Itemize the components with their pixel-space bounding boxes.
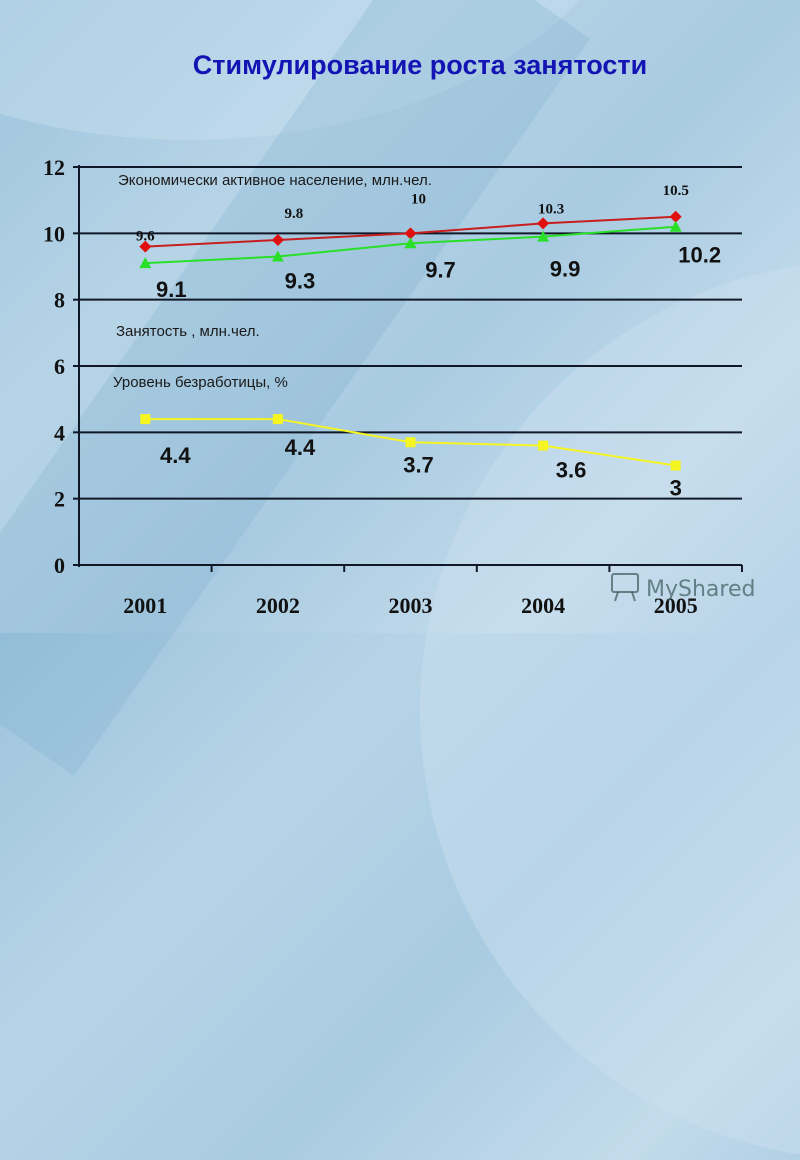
y-tick-label: 0 [54,553,65,578]
x-tick-label: 2002 [256,593,300,618]
y-tick-label: 6 [54,354,65,379]
square-marker [140,414,151,425]
data-label: 9.8 [285,206,304,222]
y-tick-label: 4 [54,420,65,445]
triangle-marker [537,230,550,242]
diamond-marker [139,240,152,253]
data-label: 4.4 [160,443,191,468]
x-tick-label: 2003 [389,593,433,618]
series-active: 9.6 9.8 10 10.3 10.5 [136,183,689,253]
y-tick-label: 8 [54,288,65,313]
y-tick-label: 2 [54,487,65,512]
square-marker [405,437,416,448]
data-label: 9.6 [136,229,155,245]
presentation-icon [611,573,639,593]
data-label: 4.4 [285,435,316,460]
chart-title: Стимулирование роста занятости [192,50,648,80]
series-label-active: Экономически активное население, млн.чел… [118,172,432,189]
data-label: 3.6 [556,458,587,483]
x-tick-label: 2001 [123,593,167,618]
data-label: 10 [411,191,426,207]
data-label: 10.5 [663,183,689,199]
diamond-marker [669,210,682,223]
series-layer: 9.6 9.8 10 10.3 10.5 9.1 9.3 9.7 9.9 10.2 4.4 4.4 3.… [136,183,721,501]
triangle-marker [139,257,152,269]
square-marker [670,460,681,471]
data-label: 3.7 [403,452,434,477]
diamond-marker [537,217,550,230]
square-marker [272,414,283,425]
watermark-text: MyShared [646,577,755,602]
presentation-icon [631,591,636,602]
presentation-icon [614,591,619,602]
data-label: 10.2 [678,243,721,268]
diamond-marker [271,233,284,246]
x-tick-label: 2005 [654,593,698,618]
data-label: 9.3 [285,269,316,294]
data-label: 10.3 [538,201,564,217]
series-label-employment: Занятость , млн.чел. [116,323,260,340]
series-employment: 9.1 9.3 9.7 9.9 10.2 [139,220,721,302]
line-chart: 0 2 4 6 8 10 12 2001 2002 2003 2004 2005 9.6 9.8 10 10… [43,155,755,618]
axes: 0 2 4 6 8 10 12 2001 2002 2003 2004 2005 [43,155,743,618]
data-label: 9.1 [156,277,187,302]
x-tick-label: 2004 [521,593,565,618]
data-label: 9.9 [550,257,581,282]
square-marker [538,440,549,451]
y-tick-label: 10 [43,221,65,246]
series-unemployment: 4.4 4.4 3.7 3.6 3 [140,414,682,501]
triangle-marker [669,220,682,232]
data-label: 9.7 [425,257,456,282]
data-label: 3 [670,476,682,501]
series-label-unemployment: Уровень безработицы, % [113,374,288,391]
diamond-marker [404,227,417,240]
watermark: MyShared [611,573,755,602]
triangle-marker [404,237,417,249]
triangle-marker [271,250,284,262]
y-tick-label: 12 [43,155,65,180]
